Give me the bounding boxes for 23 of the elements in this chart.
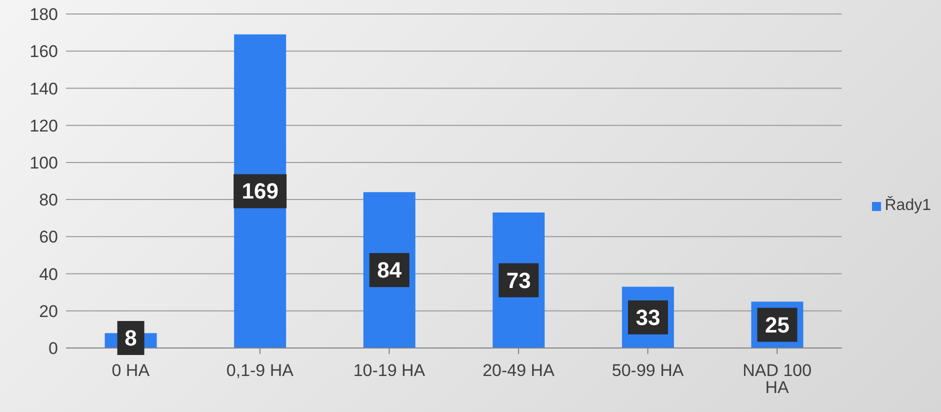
x-tick-label: 50-99 HA [612, 361, 684, 380]
x-tick-label: 10-19 HA [353, 361, 426, 380]
data-label: 8 [124, 326, 137, 350]
data-label: 169 [242, 178, 278, 204]
x-tick-label: 20-49 HA [482, 361, 556, 380]
y-tick-label: 120 [30, 116, 58, 136]
y-tick-label: 0 [48, 339, 58, 358]
y-tick-label: 180 [30, 5, 58, 24]
data-label: 84 [377, 258, 402, 283]
data-label: 73 [506, 268, 531, 293]
y-tick-label: 140 [30, 79, 58, 98]
x-tick-label: 0,1-9 HA [226, 361, 294, 380]
x-tick-label: NAD 100 HA [742, 361, 812, 398]
data-label: 33 [636, 304, 660, 330]
data-label: 25 [765, 312, 790, 338]
y-tick-label: 80 [39, 190, 58, 210]
y-tick-label: 20 [39, 302, 58, 321]
y-tick-label: 60 [39, 228, 58, 247]
x-tick-label: 0 HA [112, 361, 150, 380]
y-tick-label: 40 [39, 264, 58, 284]
legend-label: Řady1 [884, 197, 931, 215]
y-tick-label: 100 [30, 153, 58, 172]
y-tick-label: 160 [30, 42, 58, 62]
